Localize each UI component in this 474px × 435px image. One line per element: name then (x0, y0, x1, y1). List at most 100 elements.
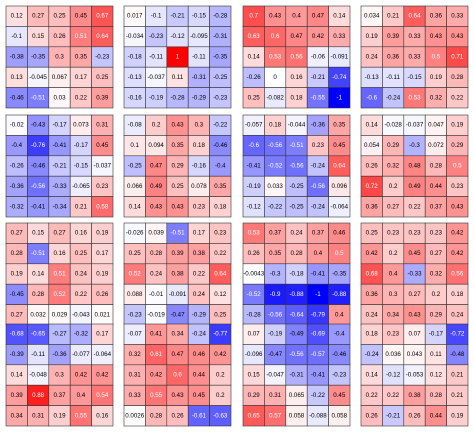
heatmap-cell-label: 0.26 (248, 250, 261, 257)
heatmap-cell-label: 0.5 (432, 54, 441, 61)
heatmap-cell-label: 0.34 (387, 311, 400, 318)
heatmap-cell-label: -0.23 (149, 33, 164, 40)
heatmap-cell-label: -0.19 (268, 331, 283, 338)
heatmap-cell-label: 0.4 (335, 311, 344, 318)
heatmap-cell-label: -0.053 (406, 372, 424, 379)
heatmap-cell-label: 0.26 (366, 163, 379, 170)
heatmap-cell-label: 0.37 (53, 392, 66, 399)
heatmap-cell-label: -0.07 (128, 331, 143, 338)
heatmap-cell-label: -0.044 (288, 122, 306, 129)
heatmap-cell-label: -0.1 (11, 33, 22, 40)
heatmap-cell-label: -0.18 (289, 271, 304, 278)
heatmap-cell-label: 0.25 (366, 230, 379, 237)
heatmap-cell-label: 0.6 (271, 33, 280, 40)
heatmap-cell-label: 0.067 (52, 74, 68, 81)
heatmap-panel: 0.25 0.23 0.23 0.23 0.42 0.42 0.2 0.45 0.27 0.42 0… (360, 222, 469, 326)
heatmap-cell-label: 0.088 (127, 291, 143, 298)
heatmap-cell-label: 0.2 (389, 250, 398, 257)
heatmap-cell-label: 0.14 (366, 372, 379, 379)
heatmap-cell-label: 0.039 (148, 230, 164, 237)
heatmap-panel: 0.18 0.23 0.07 -0.17 -0.72 -0.24 0.036 0.043 0.1… (360, 323, 469, 427)
heatmap-cell-label: -0.28 (247, 311, 262, 318)
heatmap-cell-label: 0.17 (96, 331, 109, 338)
heatmap-panel: 0.07 -0.19 -0.49 -0.69 -0.4-0.096 -0.47 -0.56-… (242, 323, 351, 427)
heatmap-cell-label: 0.2 (152, 122, 161, 129)
heatmap-cell-label: 0.4 (77, 392, 86, 399)
heatmap-cell-label: 0.65 (248, 412, 261, 419)
heatmap-cell-label: -0.9 (270, 291, 281, 298)
heatmap-cell-label: -0.47 (170, 311, 185, 318)
heatmap-cell-label: -0.49 (289, 331, 304, 338)
heatmap-cell-label: -0.037 (406, 122, 424, 129)
heatmap-cell-label: 0.24 (150, 271, 163, 278)
heatmap-cell-label: 0.39 (11, 392, 24, 399)
heatmap-cell-label: -0.095 (190, 33, 208, 40)
heatmap-cell-label: -0.22 (213, 122, 228, 129)
heatmap-cell-label: 0.21 (451, 392, 464, 399)
heatmap-cell-label: 0.19 (53, 412, 66, 419)
heatmap-cell-label: -0.31 (289, 372, 304, 379)
heatmap-cell-label: 0.42 (312, 33, 325, 40)
heatmap-cell-label: -0.06 (311, 54, 326, 61)
heatmap-cell-label: -0.51 (289, 142, 304, 149)
heatmap-cell-label: 0.27 (387, 203, 400, 210)
heatmap-cell-label: 0.23 (408, 230, 421, 237)
heatmap-cell-label: 0.45 (193, 392, 206, 399)
heatmap-cell-label: -1 (337, 94, 343, 101)
heatmap-cell-label: -0.41 (311, 271, 326, 278)
heatmap-cell-label: 0.43 (171, 392, 184, 399)
heatmap-cell-label: 0.14 (333, 13, 346, 20)
heatmap-cell-label: 0.32 (387, 163, 400, 170)
heatmap-cell-label: 0.12 (11, 13, 24, 20)
heatmap-cell-label: -0.091 (331, 54, 349, 61)
heatmap-cell (209, 196, 232, 218)
heatmap-cell-label: -0.21 (386, 412, 401, 419)
heatmap-cell-label: 0.57 (269, 412, 282, 419)
heatmap-cell-label: 0.28 (451, 74, 464, 81)
heatmap-cell-label: -0.29 (192, 94, 207, 101)
heatmap-cell-label: -0.077 (72, 351, 90, 358)
heatmap-cell-label: -0.41 (311, 372, 326, 379)
heatmap-cell-label: -0.12 (386, 372, 401, 379)
heatmap-cell-label: 0.24 (290, 230, 303, 237)
heatmap-cell-label: 0.26 (171, 412, 184, 419)
heatmap-cell-label: -0.25 (289, 183, 304, 190)
heatmap-cell-label: -0.52 (247, 291, 262, 298)
heatmap-cell-label: 0.017 (127, 13, 143, 20)
heatmap-cell-label: -0.16 (192, 163, 207, 170)
heatmap-cell-label: 0.25 (75, 250, 88, 257)
heatmap-cell-label: 0.42 (150, 372, 163, 379)
heatmap-cell-label: -0.68 (10, 331, 25, 338)
heatmap-cell-label: 0.15 (32, 33, 45, 40)
heatmap-cell-label: 0.16 (96, 412, 109, 419)
heatmap-cell-label: -1 (315, 291, 321, 298)
heatmap-cell-label: 0.58 (96, 203, 109, 210)
heatmap-cell-label: 0.15 (248, 372, 261, 379)
heatmap-cell-label: 0.18 (451, 291, 464, 298)
heatmap-cell-label: 0.23 (430, 230, 443, 237)
heatmap-cell-label: -0.096 (245, 351, 263, 358)
heatmap-cell-label: -0.35 (31, 54, 46, 61)
heatmap-cell-label: 0.6 (173, 372, 182, 379)
heatmap-cell-label: -0.32 (74, 331, 89, 338)
heatmap-cell-label: 0.25 (96, 74, 109, 81)
heatmap-cell-label: 0.38 (193, 250, 206, 257)
heatmap-cell-label: -0.41 (247, 163, 262, 170)
heatmap-cell-label: 0.17 (96, 250, 109, 257)
heatmap-cell-label: 0.1 (130, 142, 139, 149)
heatmap-panel: 0.14 -0.028 -0.037 0.047 0.19 0.054 0.29 -0.3 0.… (360, 114, 469, 218)
heatmap-cell-label: 0.34 (11, 412, 24, 419)
heatmap-cell-label: 0.64 (96, 33, 109, 40)
heatmap-cell-label: 0.16 (75, 230, 88, 237)
heatmap-cell-label: -0.43 (31, 122, 46, 129)
heatmap-cell-label: 0.31 (32, 412, 45, 419)
heatmap-cell-label: 0.52 (129, 271, 142, 278)
heatmap-cell-label: 0.19 (11, 271, 24, 278)
heatmap-cell-label: 0.31 (96, 122, 109, 129)
heatmap-cell-label: 0.21 (387, 13, 400, 20)
heatmap-cell-label: -0.4 (215, 163, 226, 170)
heatmap-panel: 0.7 0.43 0.4 0.47 0.14 0.63 0.6 0.47 0.42 0.33 0.1… (242, 5, 351, 109)
heatmap-cell-label: -0.23 (213, 94, 228, 101)
heatmap-cell-label: 0.096 (332, 183, 348, 190)
heatmap-cell-label: 0.37 (312, 230, 325, 237)
